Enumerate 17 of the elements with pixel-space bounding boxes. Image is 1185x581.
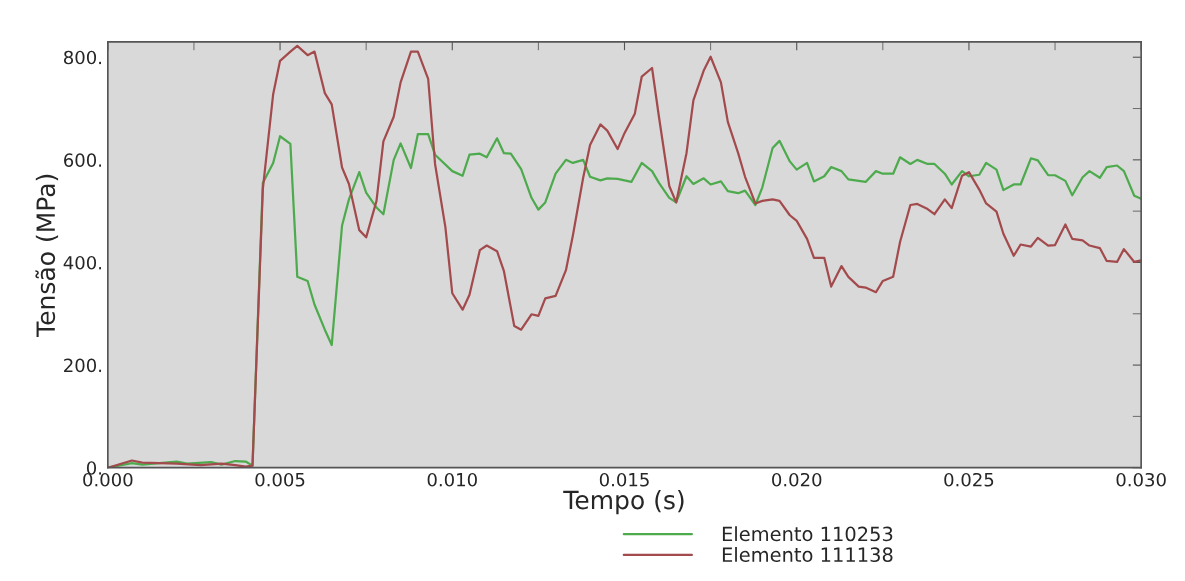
x-tick-label: 0.000 (83, 472, 133, 487)
x-tick-label: 0.010 (427, 472, 477, 487)
y-tick-label: 0. (86, 461, 102, 475)
x-axis-title: Tempo (s) (563, 490, 684, 515)
y-tick-label: 600. (64, 153, 102, 167)
line-series (107, 44, 1142, 468)
legend-label: Elemento 111138 (722, 546, 893, 563)
x-tick-label: 0.020 (772, 472, 822, 487)
legend-label: Elemento 110253 (722, 526, 893, 542)
y-axis-title: Tensão (MPa) (35, 174, 59, 337)
y-tick-label: 800. (64, 50, 102, 65)
x-tick-label: 0.030 (1116, 472, 1166, 487)
y-tick-label: 400. (63, 255, 102, 270)
x-tick-label: 0.015 (599, 472, 649, 487)
y-tick-label: 200. (64, 358, 102, 373)
x-tick-label: 0.025 (944, 472, 994, 487)
x-tick-label: 0.005 (255, 472, 305, 487)
